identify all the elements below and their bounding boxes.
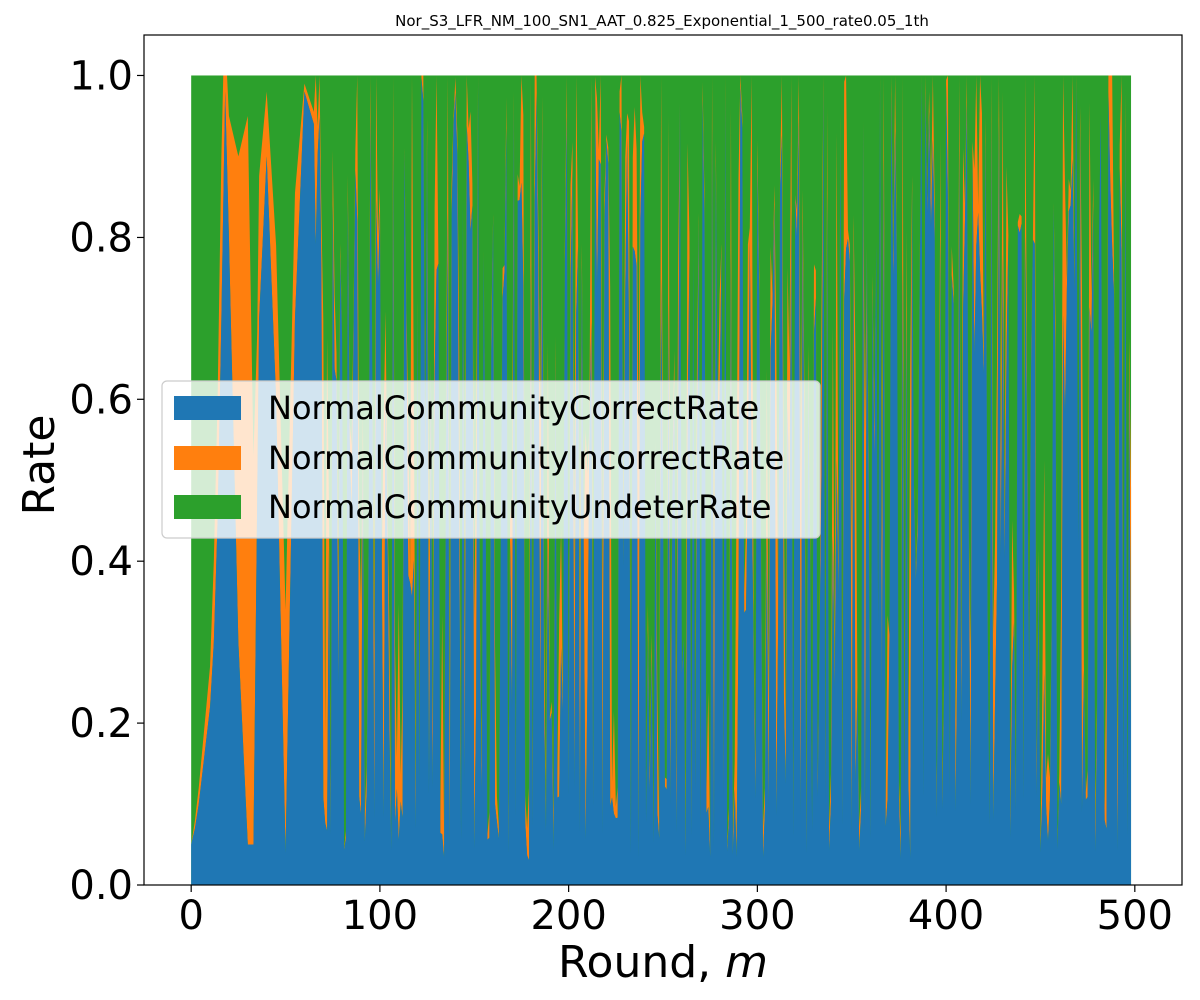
y-tick-label: 0.0	[69, 863, 133, 909]
legend-swatch-incorrect	[174, 446, 241, 470]
x-axis-label-variable: m	[725, 937, 768, 988]
legend-label-incorrect: NormalCommunityIncorrectRate	[268, 439, 784, 477]
legend: NormalCommunityCorrectRate NormalCommuni…	[161, 380, 821, 539]
x-tick-label: 200	[530, 893, 606, 939]
x-tick-label: 500	[1097, 893, 1173, 939]
x-tick-label: 300	[719, 893, 795, 939]
x-tick-label: 0	[178, 893, 203, 939]
legend-label-correct: NormalCommunityCorrectRate	[268, 389, 759, 427]
x-tick-label: 400	[908, 893, 984, 939]
y-tick-label: 0.4	[69, 539, 133, 585]
plot-frame	[143, 34, 1183, 886]
y-axis-label: Rate	[14, 415, 65, 516]
chart-title: Nor_S3_LFR_NM_100_SN1_AAT_0.825_Exponent…	[395, 12, 929, 31]
x-axis-label-text: Round,	[558, 937, 711, 988]
y-tick-label: 0.6	[69, 377, 133, 423]
y-tick-label: 1.0	[69, 53, 133, 99]
legend-swatch-correct	[174, 396, 241, 420]
legend-frame	[161, 380, 821, 539]
x-axis-ticks: 0 100 200 300 400 500	[178, 885, 1173, 939]
legend-swatch-undeter	[174, 495, 241, 519]
x-axis-label: Round, m	[558, 937, 768, 988]
y-axis-ticks: 0.0 0.2 0.4 0.6 0.8 1.0	[69, 53, 144, 909]
legend-label-undeter: NormalCommunityUndeterRate	[268, 488, 771, 526]
x-tick-label: 100	[342, 893, 418, 939]
series-area-incorrect-rate	[191, 75, 1132, 861]
y-tick-label: 0.8	[69, 215, 133, 261]
y-tick-label: 0.2	[69, 701, 133, 747]
